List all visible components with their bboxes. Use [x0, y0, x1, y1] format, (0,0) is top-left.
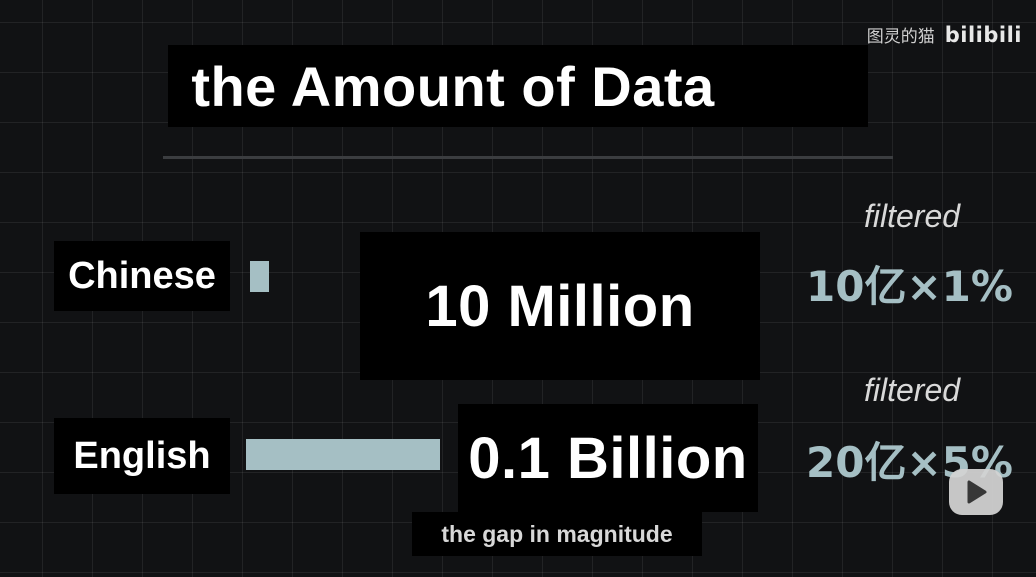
filtered-note-chinese: filtered [864, 198, 961, 234]
chart-title: the Amount of Data [191, 54, 715, 118]
bar-english [246, 439, 440, 470]
play-icon [967, 480, 987, 504]
value-label-english: 0.1 Billion [468, 425, 748, 491]
caption: the gap in magnitude [441, 520, 673, 547]
category-label-english: English [73, 434, 211, 477]
category-label-box: Chinese [54, 241, 230, 311]
title-box: the Amount of Data [168, 45, 868, 127]
value-label-box: 0.1 Billion [458, 404, 758, 512]
channel-name: 图灵的猫 [866, 27, 935, 47]
value-label-chinese: 10 Million [425, 273, 695, 339]
value-label-box: 10 Million [360, 232, 760, 380]
bar-chinese [250, 261, 269, 292]
category-label-box: English [54, 418, 230, 494]
filtered-note-english: filtered [864, 372, 961, 408]
category-label-chinese: Chinese [68, 254, 216, 297]
play-button[interactable] [949, 469, 1003, 515]
formula-chinese: 10亿×1% [806, 262, 1013, 311]
title-divider [163, 156, 893, 159]
watermark: 图灵的猫 bilibili [866, 22, 1022, 48]
bilibili-logo: bilibili [944, 22, 1022, 47]
caption-box: the gap in magnitude [412, 512, 702, 556]
